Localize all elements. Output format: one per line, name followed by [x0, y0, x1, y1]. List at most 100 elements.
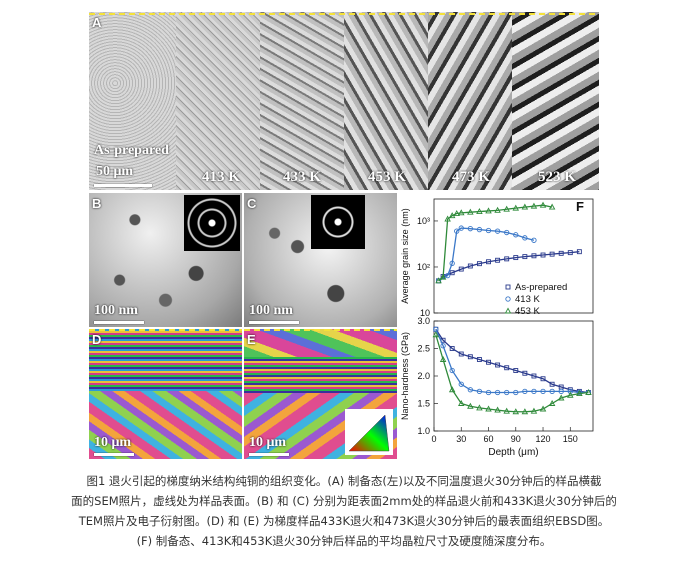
- chart-f-bottom-point: [557, 394, 565, 401]
- chart-f-bottom-point: [494, 389, 501, 396]
- chart-f-top-point: [494, 206, 501, 213]
- chart-f-top-point: [549, 251, 555, 257]
- chart-f-bottom-point: [495, 362, 501, 368]
- chart-f-bottom-point: [449, 346, 455, 351]
- chart-f-bottom-ytick-label: 1.0: [417, 426, 430, 436]
- figure: A As-prepared 50 μm 413 K 433 K 453 K 47…: [89, 12, 599, 463]
- chart-f-top-point: [522, 235, 528, 241]
- chart-f-bottom-point: [504, 389, 510, 396]
- sem-523k: [512, 12, 599, 190]
- chart-f-bottom-point: [467, 354, 473, 360]
- chart-f-bottom-point: [512, 408, 520, 415]
- diffraction-pattern-b: [184, 195, 240, 251]
- surface-dashed-line: [89, 13, 599, 15]
- chart-f-top-ylabel: Average grain size (nm): [400, 208, 410, 303]
- sem-473k: [428, 12, 512, 190]
- chart-f-bottom-line-0: [435, 328, 589, 394]
- chart-f-top-point: [458, 266, 464, 272]
- chart-f-bottom-xtick-label: 60: [484, 434, 494, 444]
- chart-f-top-point: [558, 250, 564, 256]
- chart-f-top-point: [485, 207, 492, 214]
- chart-f-bottom-point: [530, 407, 538, 414]
- chart-f-bottom-point: [458, 381, 464, 387]
- chart-f-top-point: [448, 212, 456, 219]
- legend-marker-0: [505, 284, 511, 290]
- chart-f-bottom-point: [540, 388, 546, 395]
- legend-marker-2: [504, 307, 512, 314]
- chart-f-top-point: [449, 270, 455, 276]
- caption-line-4: (F) 制备态、413K和453K退火30分钟后样品的平均晶粒尺寸及硬度随深度分…: [136, 534, 552, 548]
- chart-f-bottom-point: [476, 357, 482, 362]
- sem-433k: [260, 12, 344, 190]
- chart-f-bottom-xtick-label: 120: [536, 434, 551, 444]
- chart-f-top-point: [444, 272, 451, 279]
- chart-f-bottom-point: [567, 388, 573, 395]
- chart-f-bottom-point: [522, 370, 528, 376]
- chart-f-bottom-point: [549, 381, 555, 387]
- chart-f-bottom-point: [539, 405, 547, 412]
- chart-f-top-point: [453, 209, 460, 216]
- panel-b-tem: B 100 nm: [89, 193, 242, 327]
- chart-f-bottom-point: [458, 399, 465, 406]
- sem-label-473k: 473 K: [452, 169, 490, 185]
- chart-f-bottom-ylabel: Nano-hardness (GPa): [400, 332, 410, 420]
- chart-f-bottom-xtick-label: 0: [431, 434, 436, 444]
- chart-f-bottom-xtick-label: 90: [511, 434, 521, 444]
- panel-letter-c: C: [247, 196, 257, 211]
- chart-f-bottom-ytick-label: 2.0: [417, 371, 430, 381]
- panel-e-scale-text: 10 μm: [249, 435, 287, 450]
- chart-f-bottom-point: [485, 389, 492, 396]
- sem-label-453k: 453 K: [368, 169, 406, 185]
- sem-label-523k: 523 K: [538, 169, 576, 185]
- chart-f-bottom-point: [458, 351, 464, 357]
- sem-as-prepared: [89, 12, 176, 190]
- sem-label-433k: 433 K: [283, 169, 321, 185]
- chart-f-bottom-point: [558, 388, 564, 395]
- diffraction-pattern-c: [311, 195, 365, 249]
- ebsd-coarse-grains-d: [89, 391, 242, 459]
- chart-f-top-point: [531, 237, 537, 243]
- chart-f-top-point: [539, 201, 547, 208]
- chart-f-bottom-xlabel: Depth (μm): [488, 447, 538, 458]
- chart-f-bottom-xtick-label: 30: [456, 434, 466, 444]
- figure-caption: 图1 退火引起的梯度纳米结构纯铜的组织变化。(A) 制备态(左)以及不同温度退火…: [0, 471, 688, 568]
- panel-letter-e: E: [247, 332, 256, 347]
- chart-f-bottom-point: [448, 386, 456, 393]
- chart-f-top-point: [540, 252, 546, 258]
- panel-d-scale-text: 10 μm: [94, 435, 132, 450]
- chart-f-top-point: [530, 202, 538, 209]
- chart-f-top-point: [504, 256, 510, 262]
- chart-f-top-point: [495, 257, 501, 263]
- chart-f-bottom-point: [467, 402, 474, 409]
- chart-f-top-point: [458, 225, 464, 231]
- chart-f-bottom-point: [439, 355, 447, 362]
- legend-marker-1: [505, 296, 511, 302]
- chart-f-bottom-point: [503, 407, 510, 414]
- caption-line-1: 图1 退火引起的梯度纳米结构纯铜的组织变化。(A) 制备态(左)以及不同温度退火…: [86, 474, 602, 488]
- chart-f-top-point: [444, 215, 451, 222]
- chart-f-top-ytick-label: 10³: [417, 216, 430, 226]
- chart-f-bottom-xtick-label: 150: [563, 434, 578, 444]
- panel-a-sem: A As-prepared 50 μm 413 K 433 K 453 K 47…: [89, 12, 599, 190]
- chart-f-top-point: [494, 228, 501, 234]
- chart-f-bottom-point: [494, 406, 501, 413]
- chart-f-top-point: [521, 203, 529, 210]
- chart-f-bottom-point: [513, 389, 519, 396]
- chart-f-bottom-point: [531, 388, 537, 395]
- ipf-color-key-icon: [345, 409, 393, 455]
- sem-413k: [176, 12, 260, 190]
- chart-f-bottom-point: [521, 408, 529, 415]
- legend-label-0: As-prepared: [515, 282, 567, 293]
- panel-d-scale-bar: [94, 453, 134, 456]
- chart-f-top-point: [439, 273, 447, 280]
- panel-c-tem: C 100 nm: [244, 193, 397, 327]
- panel-e-ebsd: E 10 μm: [244, 329, 397, 459]
- chart-f-top-point: [504, 229, 510, 236]
- panel-b-scale-text: 100 nm: [94, 303, 138, 318]
- panel-b-scale-bar: [94, 321, 144, 324]
- chart-f-bottom-ytick-label: 1.5: [417, 399, 430, 409]
- panel-f-charts: 10 10² 10³ Average grain size (nm) As-prepar…: [398, 193, 598, 463]
- ebsd-fine-band-e: [244, 357, 397, 393]
- panel-f-svg: 10 10² 10³ Average grain size (nm) As-prepar…: [400, 198, 594, 458]
- chart-f-top-point: [467, 208, 474, 215]
